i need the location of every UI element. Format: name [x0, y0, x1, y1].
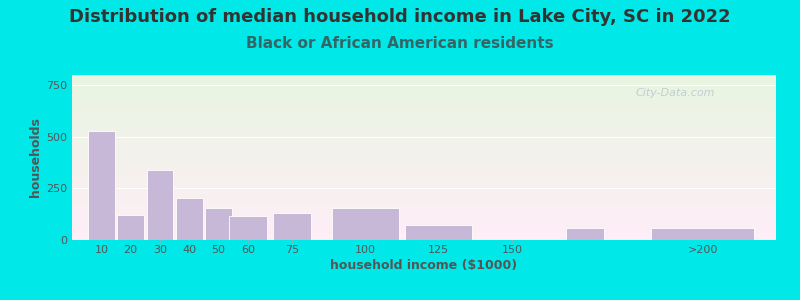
Text: Distribution of median household income in Lake City, SC in 2022: Distribution of median household income … — [69, 8, 731, 26]
Bar — [566, 228, 605, 240]
Y-axis label: households: households — [29, 118, 42, 197]
Bar — [88, 131, 114, 240]
Bar — [147, 170, 174, 240]
Text: Black or African American residents: Black or African American residents — [246, 36, 554, 51]
Bar — [176, 198, 202, 240]
Text: City-Data.com: City-Data.com — [635, 88, 714, 98]
Bar — [331, 208, 399, 240]
Bar — [651, 228, 754, 240]
Bar — [118, 215, 144, 240]
X-axis label: household income ($1000): household income ($1000) — [330, 259, 518, 272]
Bar — [206, 208, 232, 240]
Bar — [229, 216, 267, 240]
Bar — [405, 224, 472, 240]
Bar — [273, 213, 311, 240]
